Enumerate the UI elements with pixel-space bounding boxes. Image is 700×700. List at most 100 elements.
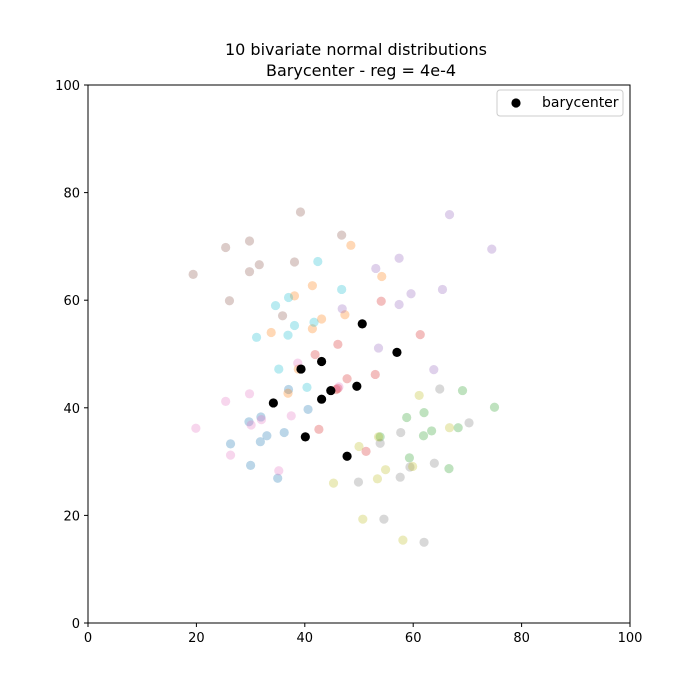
barycenter-point-5 — [317, 356, 327, 367]
chart-title-line-2: Barycenter - reg = 4e-4 — [266, 61, 456, 80]
distribution-1-point-6 — [244, 417, 254, 427]
distribution-4-point-5 — [342, 374, 352, 384]
distribution-10-point-1 — [251, 332, 262, 342]
distribution-9-point-6 — [380, 465, 391, 475]
distribution-3-point-3 — [418, 431, 429, 441]
x-tick-label: 60 — [405, 631, 422, 646]
distribution-4-point-2 — [310, 349, 320, 360]
distribution-2-point-4 — [307, 324, 317, 334]
distribution-6-point-2 — [221, 242, 231, 253]
distribution-2-point-1 — [266, 327, 276, 338]
distribution-7-point-8 — [286, 411, 296, 421]
distribution-7-point-2 — [221, 396, 231, 406]
y-tick-label: 60 — [63, 294, 80, 309]
distribution-4-point-9 — [361, 446, 371, 456]
legend: barycenter — [496, 89, 624, 117]
distribution-1-point-2 — [246, 460, 256, 470]
distribution-2-point-5 — [317, 314, 327, 324]
distribution-2-point-8 — [377, 271, 387, 282]
distribution-5-point-3 — [373, 343, 384, 353]
distribution-10-point-5 — [283, 292, 294, 303]
barycenter-point-2 — [296, 364, 306, 374]
y-tick-label: 20 — [63, 509, 80, 524]
barycenter-point-10 — [392, 347, 402, 357]
distribution-6-point-4 — [244, 236, 255, 246]
distribution-10-point-4 — [283, 330, 293, 340]
distribution-5-point-9 — [444, 210, 455, 220]
y-tick-label: 100 — [55, 79, 80, 94]
distribution-3-point-2 — [404, 453, 415, 463]
x-tick-label: 0 — [84, 631, 92, 646]
distribution-6-point-9 — [295, 207, 306, 217]
distribution-8-point-2 — [375, 438, 385, 448]
distribution-8-point-7 — [419, 537, 429, 547]
distribution-4-point-7 — [376, 296, 386, 306]
barycenter-point-1 — [268, 398, 278, 408]
distribution-7-point-7 — [274, 466, 284, 476]
distribution-8-point-6 — [405, 462, 415, 472]
barycenter-point-6 — [326, 385, 336, 396]
distribution-8-point-3 — [379, 514, 389, 524]
y-tick-label: 40 — [63, 402, 80, 417]
distribution-8-point-9 — [435, 384, 445, 394]
distribution-4-point-6 — [370, 369, 380, 380]
y-tick-label: 0 — [72, 617, 80, 632]
distribution-4-point-1 — [314, 424, 324, 434]
distribution-10-point-3 — [274, 364, 284, 374]
distribution-1-point-10 — [303, 404, 313, 415]
distribution-6-point-5 — [244, 267, 255, 277]
distribution-4-point-4 — [333, 339, 343, 349]
distribution-1-point-1 — [225, 439, 236, 449]
distribution-6-point-3 — [224, 296, 235, 306]
distribution-1-point-9 — [283, 384, 294, 395]
distribution-7-point-5 — [246, 420, 256, 430]
distribution-3-point-8 — [457, 385, 468, 396]
distribution-6-point-8 — [289, 257, 300, 267]
distribution-8-point-1 — [353, 477, 364, 487]
distribution-3-point-7 — [453, 423, 463, 433]
distribution-9-point-5 — [373, 432, 384, 442]
distribution-8-point-5 — [396, 427, 406, 438]
distribution-3-point-9 — [489, 402, 500, 412]
distribution-10-point-8 — [309, 317, 319, 327]
axes-frame — [87, 84, 631, 624]
distribution-10-point-9 — [313, 256, 323, 267]
distribution-9-point-3 — [358, 514, 368, 524]
distribution-1-point-5 — [279, 427, 289, 438]
barycenter-point-4 — [317, 394, 327, 404]
distribution-9-point-2 — [354, 441, 364, 452]
legend-box — [496, 89, 624, 117]
plot-area — [188, 207, 500, 547]
distribution-5-point-10 — [487, 244, 497, 254]
distribution-2-point-7 — [346, 240, 356, 250]
distribution-2-point-6 — [340, 310, 350, 320]
distribution-5-point-7 — [429, 365, 439, 375]
y-tick-label: 80 — [63, 187, 80, 202]
distribution-2-point-2 — [289, 291, 300, 301]
barycenter-point-3 — [300, 432, 310, 442]
x-tick-label: 100 — [618, 631, 643, 646]
distribution-6-point-1 — [188, 269, 198, 279]
distribution-10-point-7 — [302, 382, 312, 392]
legend-label-barycenter: barycenter — [542, 95, 619, 111]
distribution-3-point-10 — [375, 432, 385, 442]
distribution-3-point-4 — [419, 408, 429, 418]
distribution-5-point-6 — [406, 289, 416, 299]
distribution-4-point-3 — [333, 383, 343, 394]
distribution-9-point-1 — [328, 478, 339, 488]
distribution-5-point-5 — [394, 253, 404, 263]
distribution-1-point-8 — [255, 437, 265, 447]
distribution-8-point-4 — [395, 472, 405, 482]
distribution-9-point-7 — [398, 535, 408, 545]
distribution-5-point-2 — [371, 263, 381, 274]
distribution-1-point-4 — [273, 473, 283, 483]
distribution-4-point-8 — [415, 330, 425, 340]
distribution-2-point-10 — [283, 388, 293, 398]
distribution-10-point-2 — [270, 300, 281, 311]
distribution-9-point-4 — [372, 474, 383, 484]
distribution-3-point-5 — [427, 426, 437, 436]
distribution-7-point-4 — [244, 389, 255, 399]
distribution-5-point-4 — [394, 299, 404, 310]
distribution-6-point-6 — [254, 260, 264, 270]
distribution-10-point-6 — [289, 320, 300, 331]
